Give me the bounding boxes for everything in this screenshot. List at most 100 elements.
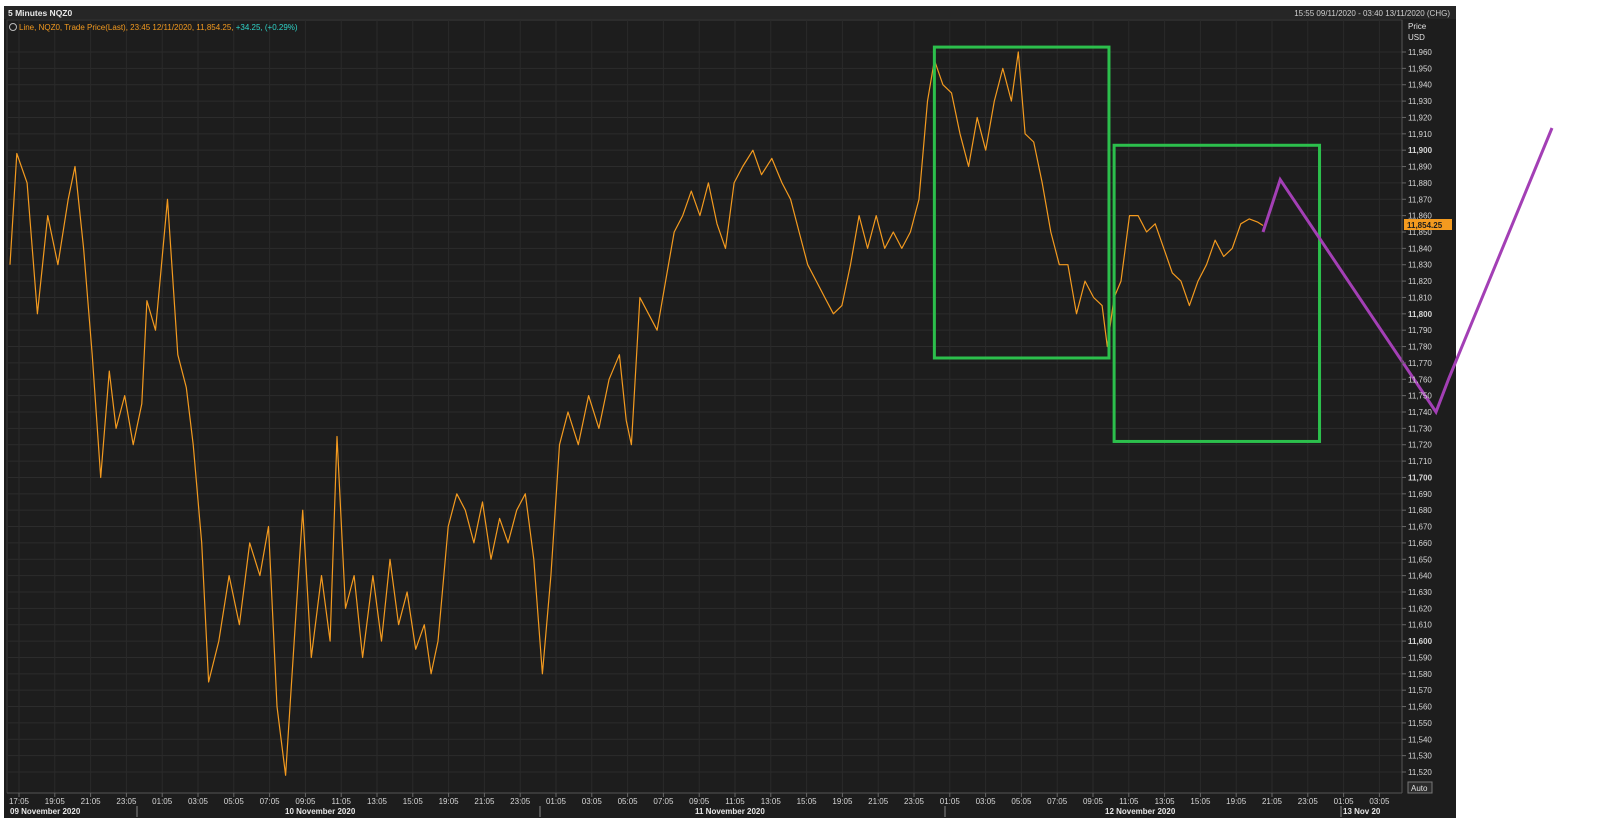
x-tick-label: 05:05 (1011, 797, 1032, 806)
x-tick-label: 23:05 (510, 797, 531, 806)
y-tick-label: 11,630 (1408, 588, 1432, 597)
y-tick-label: 11,830 (1408, 261, 1432, 270)
y-tick-label: 11,950 (1408, 64, 1432, 73)
x-tick-label: 09:05 (295, 797, 316, 806)
x-tick-label: 23:05 (904, 797, 925, 806)
x-tick-label: 13:05 (1155, 797, 1176, 806)
date-label: 10 November 2020 (285, 807, 356, 816)
x-tick-label: 01:05 (940, 797, 961, 806)
y-tick-label: 11,610 (1408, 621, 1432, 630)
y-tick-label: 11,600 (1408, 637, 1433, 646)
gridlines (7, 20, 1402, 793)
x-tick-label: 03:05 (976, 797, 997, 806)
x-tick-label: 13:05 (367, 797, 388, 806)
y-tick-label: 11,880 (1408, 179, 1432, 188)
x-tick-label: 01:05 (1334, 797, 1355, 806)
y-tick-label: 11,750 (1408, 392, 1432, 401)
y-tick-label: 11,660 (1408, 539, 1432, 548)
y-tick-label: 11,800 (1408, 310, 1433, 319)
y-tick-label: 11,640 (1408, 572, 1432, 581)
y-tick-label: 11,690 (1408, 490, 1432, 499)
y-tick-label: 11,790 (1408, 326, 1432, 335)
svg-text:Line, NQZ0, Trade Price(Last),: Line, NQZ0, Trade Price(Last), 23:45 12/… (19, 23, 298, 32)
y-axis-ticks: 11,520 11,530 11,540 11,550 11,560 11,570 11,5… (1402, 48, 1433, 777)
date-label: 12 November 2020 (1105, 807, 1176, 816)
auto-scale-label: Auto (1411, 784, 1428, 793)
price-series (9, 51, 1264, 776)
x-tick-label: 19:05 (832, 797, 853, 806)
y-tick-label: 11,730 (1408, 424, 1432, 433)
y-tick-label: 11,900 (1408, 146, 1433, 155)
x-axis-bar (4, 793, 1456, 818)
x-tick-label: 23:05 (1298, 797, 1319, 806)
x-tick-label: 05:05 (224, 797, 245, 806)
x-tick-label: 15:05 (797, 797, 818, 806)
y-tick-label: 11,930 (1408, 97, 1432, 106)
x-tick-label: 11:05 (725, 797, 745, 806)
last-price-tag: 11,854.25 (1404, 219, 1452, 230)
last-price-tag-label: 11,854.25 (1407, 221, 1443, 230)
y-axis-unit: USD (1408, 33, 1425, 42)
x-tick-label: 07:05 (260, 797, 281, 806)
y-tick-label: 11,540 (1408, 735, 1432, 744)
y-tick-label: 11,560 (1408, 703, 1432, 712)
y-tick-label: 11,890 (1408, 163, 1432, 172)
y-tick-label: 11,760 (1408, 375, 1432, 384)
x-tick-label: 09:05 (689, 797, 710, 806)
annotation-box (932, 45, 1111, 360)
annotation-box (1112, 143, 1322, 443)
y-tick-label: 11,920 (1408, 113, 1432, 122)
x-tick-label: 03:05 (582, 797, 603, 806)
last-price-tag-bg (1404, 219, 1452, 230)
series-legend[interactable]: Line, NQZ0, Trade Price(Last), 23:45 12/… (9, 23, 298, 32)
x-tick-label: 21:05 (81, 797, 102, 806)
x-tick-label: 15:05 (403, 797, 424, 806)
x-tick-label: 09:05 (1083, 797, 1104, 806)
x-tick-label: 19:05 (1226, 797, 1247, 806)
y-tick-label: 11,530 (1408, 752, 1432, 761)
x-tick-label: 19:05 (45, 797, 66, 806)
y-tick-label: 11,840 (1408, 244, 1432, 253)
x-tick-label: 23:05 (116, 797, 137, 806)
y-tick-label: 11,780 (1408, 343, 1432, 352)
y-tick-label: 11,860 (1408, 212, 1432, 221)
y-tick-label: 11,680 (1408, 506, 1432, 515)
y-tick-label: 11,550 (1408, 719, 1432, 728)
y-tick-label: 11,940 (1408, 81, 1432, 90)
x-tick-label: 21:05 (868, 797, 889, 806)
x-tick-label: 01:05 (152, 797, 173, 806)
x-tick-label: 05:05 (618, 797, 639, 806)
y-tick-label: 11,580 (1408, 670, 1432, 679)
projection-line (1261, 127, 1554, 416)
y-tick-label: 11,590 (1408, 653, 1432, 662)
auto-scale-button[interactable] (1407, 781, 1433, 794)
legend-change-text: +34.25, (+0.29%) (236, 23, 298, 32)
price-line (9, 51, 1264, 776)
x-tick-label: 13:05 (761, 797, 782, 806)
y-tick-label: 11,960 (1408, 48, 1432, 57)
y-tick-label: 11,770 (1408, 359, 1432, 368)
y-tick-label: 11,910 (1408, 130, 1432, 139)
y-tick-label: 11,870 (1408, 195, 1432, 204)
x-axis-ticks: 17:05 19:05 21:05 23:05 01:05 03:05 05:05 07:05… (9, 793, 1390, 806)
y-tick-label: 11,740 (1408, 408, 1432, 417)
annotations (932, 45, 1554, 443)
plot-area (6, 19, 1403, 794)
date-labels: 09 November 2020 10 November 2020 11 Novem… (10, 806, 1381, 817)
y-tick-label: 11,810 (1408, 293, 1432, 302)
y-tick-label: 11,650 (1408, 555, 1432, 564)
x-tick-label: 19:05 (439, 797, 460, 806)
y-tick-label: 11,670 (1408, 523, 1432, 532)
x-tick-label: 07:05 (1047, 797, 1068, 806)
legend-series-text: Line, NQZ0, Trade Price(Last), 23:45 12/… (19, 23, 236, 32)
date-label: 09 November 2020 (10, 807, 81, 816)
date-label: 11 November 2020 (695, 807, 765, 816)
y-tick-label: 11,720 (1408, 441, 1432, 450)
legend-toggle-icon[interactable] (9, 23, 17, 31)
time-range: 15:55 09/11/2020 - 03:40 13/11/2020 (CHG… (1294, 9, 1450, 18)
x-tick-label: 21:05 (1262, 797, 1283, 806)
x-tick-label: 03:05 (1369, 797, 1390, 806)
x-tick-label: 17:05 (9, 797, 30, 806)
x-tick-label: 15:05 (1190, 797, 1211, 806)
